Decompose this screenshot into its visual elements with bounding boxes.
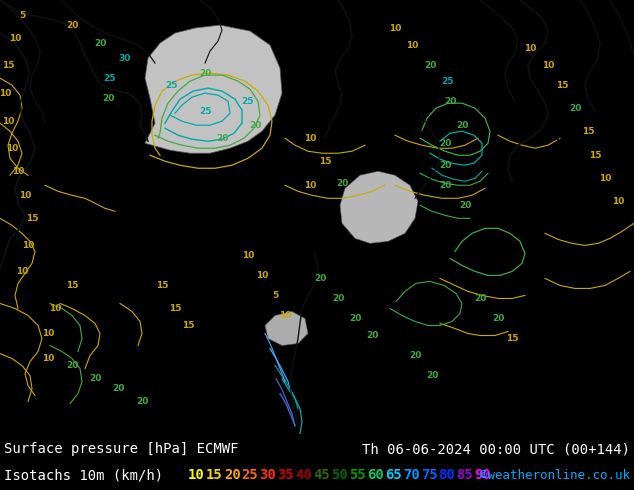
Text: 10: 10: [19, 191, 31, 200]
Text: 1005: 1005: [541, 73, 569, 83]
Text: 30: 30: [259, 468, 276, 482]
Text: 20: 20: [439, 161, 451, 170]
Text: 15: 15: [26, 214, 38, 223]
Text: 10: 10: [22, 241, 34, 250]
Text: 85: 85: [456, 468, 473, 482]
Text: 20: 20: [314, 274, 326, 283]
Text: 20: 20: [492, 314, 504, 323]
Text: 20: 20: [136, 397, 148, 406]
Text: 15: 15: [66, 281, 78, 290]
Polygon shape: [145, 25, 282, 153]
Text: 10: 10: [16, 267, 28, 276]
Text: 25: 25: [165, 81, 178, 90]
Text: 25: 25: [104, 74, 116, 83]
Text: 75: 75: [421, 468, 437, 482]
Text: 60: 60: [367, 468, 384, 482]
Text: 20: 20: [94, 39, 106, 48]
Polygon shape: [340, 172, 418, 244]
Text: 20: 20: [249, 121, 261, 130]
Text: 10: 10: [256, 271, 268, 280]
Text: 20: 20: [102, 94, 114, 102]
Text: 10: 10: [524, 44, 536, 52]
Text: 15: 15: [169, 304, 181, 313]
Text: 90: 90: [474, 468, 491, 482]
Text: 45: 45: [313, 468, 330, 482]
Text: 35: 35: [278, 468, 294, 482]
Text: 10: 10: [242, 251, 254, 260]
Text: 25: 25: [442, 76, 454, 86]
Text: 70: 70: [403, 468, 420, 482]
Text: 20: 20: [439, 181, 451, 190]
Text: 25: 25: [198, 107, 211, 116]
Text: 10: 10: [2, 117, 14, 125]
Text: 50: 50: [331, 468, 348, 482]
Text: 55: 55: [349, 468, 366, 482]
Text: 20: 20: [366, 331, 378, 340]
Text: 10: 10: [49, 304, 61, 313]
Text: 10: 10: [42, 329, 54, 338]
Text: 25: 25: [242, 468, 259, 482]
Text: 20: 20: [569, 104, 581, 113]
Text: 1005: 1005: [553, 138, 583, 148]
Text: 20: 20: [199, 69, 211, 77]
Text: 1010: 1010: [463, 20, 493, 30]
Text: 20: 20: [474, 294, 486, 303]
Text: 10: 10: [9, 33, 21, 43]
Text: 15: 15: [319, 157, 331, 166]
Text: 15: 15: [589, 151, 601, 160]
Text: 25: 25: [242, 97, 254, 106]
Text: 80: 80: [439, 468, 455, 482]
Text: 10: 10: [188, 468, 205, 482]
Text: 15: 15: [2, 61, 14, 70]
Text: 10: 10: [612, 197, 624, 206]
Text: ©weatheronline.co.uk: ©weatheronline.co.uk: [480, 468, 630, 482]
Text: 10: 10: [406, 41, 418, 49]
Polygon shape: [265, 312, 308, 345]
Text: 10: 10: [42, 354, 54, 363]
Text: 20: 20: [424, 61, 436, 70]
Text: 15: 15: [182, 321, 194, 330]
Text: 5: 5: [272, 291, 278, 300]
Text: 20: 20: [439, 139, 451, 147]
Text: Isotachs 10m (km/h): Isotachs 10m (km/h): [4, 468, 163, 482]
Text: 20: 20: [89, 374, 101, 383]
Text: 20: 20: [426, 371, 438, 380]
Text: 20: 20: [66, 361, 78, 370]
Text: 20: 20: [66, 21, 78, 29]
Text: 30: 30: [119, 53, 131, 63]
Text: 10: 10: [6, 144, 18, 153]
Text: 40: 40: [295, 468, 312, 482]
Text: 20: 20: [216, 134, 228, 143]
Text: 20: 20: [409, 351, 421, 360]
Text: 10: 10: [598, 174, 611, 183]
Text: 10: 10: [12, 167, 24, 176]
Text: 20: 20: [224, 468, 240, 482]
Text: 20: 20: [349, 314, 361, 323]
Text: 65: 65: [385, 468, 402, 482]
Text: 20: 20: [459, 201, 471, 210]
Text: Th 06-06-2024 00:00 UTC (00+144): Th 06-06-2024 00:00 UTC (00+144): [362, 442, 630, 457]
Text: 10: 10: [304, 181, 316, 190]
Text: 20: 20: [332, 294, 344, 303]
Text: 15: 15: [506, 334, 518, 343]
Text: Surface pressure [hPa] ECMWF: Surface pressure [hPa] ECMWF: [4, 442, 238, 457]
Text: 20: 20: [444, 97, 456, 106]
Text: 10: 10: [0, 89, 11, 98]
Text: 15: 15: [582, 127, 594, 136]
Text: 10: 10: [279, 311, 291, 320]
Text: 15: 15: [556, 81, 568, 90]
Text: 20: 20: [112, 384, 124, 393]
Text: 15: 15: [206, 468, 223, 482]
Text: 20: 20: [336, 179, 348, 188]
Text: 15: 15: [156, 281, 168, 290]
Text: 10: 10: [389, 24, 401, 32]
Text: 20: 20: [456, 121, 468, 130]
Text: 10: 10: [542, 61, 554, 70]
Text: 1010: 1010: [103, 273, 133, 283]
Text: 5: 5: [19, 10, 25, 20]
Text: 10: 10: [304, 134, 316, 143]
